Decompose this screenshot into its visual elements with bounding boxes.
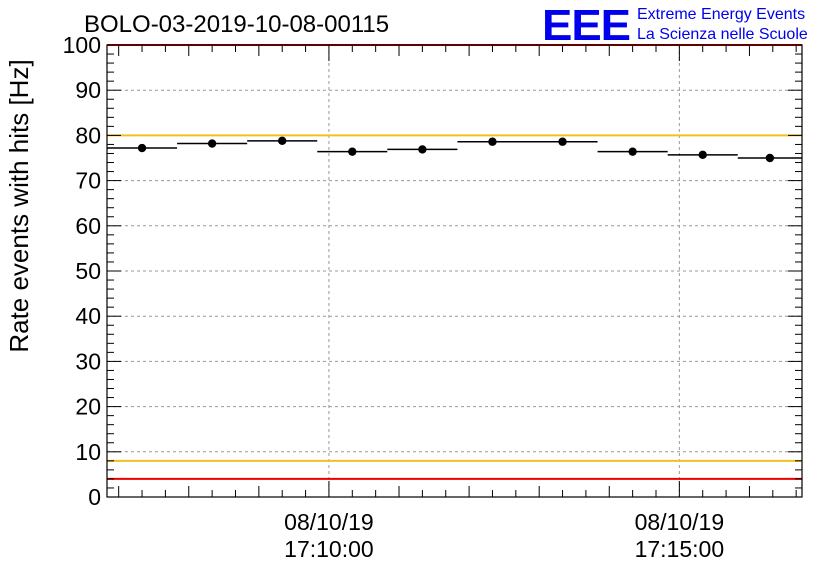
point-marker [278, 136, 287, 146]
logo-mark: EEE [542, 1, 630, 50]
data-point [667, 150, 738, 160]
y-tick-label: 50 [75, 258, 101, 284]
point-marker [488, 137, 497, 146]
y-tick-label: 40 [75, 303, 101, 329]
y-axis-label: Rate events with hits [Hz] [4, 59, 34, 352]
point-marker [137, 143, 147, 153]
data-point [177, 139, 248, 148]
data-point [527, 137, 598, 146]
point-marker [348, 147, 357, 156]
logo-line-1: Extreme Energy Events [637, 6, 805, 23]
data-point [317, 147, 388, 156]
logo-line-2: La Scienza nelle Scuole [637, 26, 808, 43]
chart-title: BOLO-03-2019-10-08-00115 [84, 11, 389, 38]
point-marker [558, 137, 567, 146]
axis-ticks [107, 44, 802, 498]
point-marker [765, 153, 775, 163]
grid-lines [107, 45, 802, 497]
eee-logo: EEE Extreme Energy Events La Scienza nel… [542, 1, 808, 50]
x-tick-time: 17:15:00 [635, 536, 725, 562]
reference-lines [107, 44, 802, 480]
point-marker [698, 150, 707, 160]
data-point [387, 145, 458, 154]
point-marker [628, 147, 637, 156]
x-tick-date: 08/10/19 [284, 509, 374, 535]
data-point [457, 137, 528, 146]
y-tick-label: 80 [75, 122, 101, 148]
x-tick-date: 08/10/19 [635, 509, 725, 535]
data-point [737, 153, 802, 163]
y-tick-label: 10 [75, 439, 101, 465]
y-tick-labels: 0 10 20 30 40 50 60 70 80 90 100 [63, 32, 101, 510]
x-tick-time: 17:10:00 [284, 536, 374, 562]
y-tick-label: 30 [75, 348, 101, 374]
y-tick-label: 100 [63, 32, 101, 58]
data-point [107, 143, 178, 153]
y-tick-label: 90 [75, 77, 101, 103]
point-marker [207, 139, 217, 148]
y-tick-label: 20 [75, 394, 101, 420]
y-tick-label: 0 [88, 484, 101, 510]
data-points [107, 136, 802, 163]
data-point [247, 136, 318, 146]
y-tick-label: 60 [75, 213, 101, 239]
data-point [597, 147, 668, 156]
point-marker [418, 145, 427, 154]
y-tick-label: 70 [75, 168, 101, 194]
